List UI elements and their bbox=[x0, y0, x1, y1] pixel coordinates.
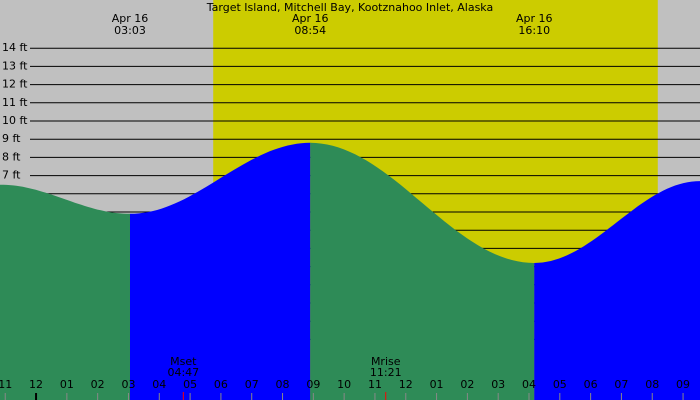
x-tick-label: 07 bbox=[614, 378, 628, 391]
x-tick-label: 05 bbox=[553, 378, 567, 391]
x-tick-label: 11 bbox=[368, 378, 382, 391]
x-tick-label: 11 bbox=[0, 378, 12, 391]
x-tick-label: 07 bbox=[245, 378, 259, 391]
x-tick-label: 04 bbox=[152, 378, 166, 391]
x-tick-label: 08 bbox=[645, 378, 659, 391]
y-tick-label: 10 ft bbox=[2, 114, 28, 127]
moon-event-time: 04:47 bbox=[167, 366, 199, 379]
x-tick-label: 12 bbox=[399, 378, 413, 391]
rising-tide bbox=[130, 142, 311, 400]
x-tick-label: 09 bbox=[306, 378, 320, 391]
x-tick-label: 02 bbox=[460, 378, 474, 391]
rising-tide bbox=[534, 181, 700, 400]
x-tick-label: 12 bbox=[29, 378, 43, 391]
event-date: Apr 16 bbox=[112, 12, 149, 25]
y-tick-label: 11 ft bbox=[2, 96, 28, 109]
x-tick-label: 06 bbox=[214, 378, 228, 391]
falling-tide bbox=[0, 184, 130, 400]
x-tick-label: 01 bbox=[60, 378, 74, 391]
moon-event-name: Mset bbox=[170, 355, 197, 368]
x-tick-label: 03 bbox=[491, 378, 505, 391]
x-tick-label: 06 bbox=[584, 378, 598, 391]
event-time: 16:10 bbox=[518, 24, 550, 37]
x-tick-label: 05 bbox=[183, 378, 197, 391]
x-tick-label: 02 bbox=[91, 378, 105, 391]
event-date: Apr 16 bbox=[516, 12, 553, 25]
chart-title: Target Island, Mitchell Bay, Kootznahoo … bbox=[206, 1, 493, 14]
y-tick-label: 8 ft bbox=[2, 150, 21, 163]
x-tick-label: 08 bbox=[276, 378, 290, 391]
event-time: 03:03 bbox=[114, 24, 146, 37]
x-tick-label: 09 bbox=[676, 378, 690, 391]
x-tick-label: 10 bbox=[337, 378, 351, 391]
moon-event-time: 11:21 bbox=[370, 366, 402, 379]
y-tick-label: 7 ft bbox=[2, 169, 21, 182]
x-tick-label: 03 bbox=[121, 378, 135, 391]
y-tick-label: 12 ft bbox=[2, 78, 28, 91]
y-tick-label: 13 ft bbox=[2, 59, 28, 72]
falling-tide bbox=[310, 142, 535, 400]
y-tick-label: 9 ft bbox=[2, 132, 21, 145]
x-tick-label: 04 bbox=[522, 378, 536, 391]
x-tick-label: 01 bbox=[430, 378, 444, 391]
event-date: Apr 16 bbox=[292, 12, 329, 25]
moon-event-name: Mrise bbox=[371, 355, 401, 368]
event-time: 08:54 bbox=[294, 24, 326, 37]
y-tick-label: 14 ft bbox=[2, 41, 28, 54]
